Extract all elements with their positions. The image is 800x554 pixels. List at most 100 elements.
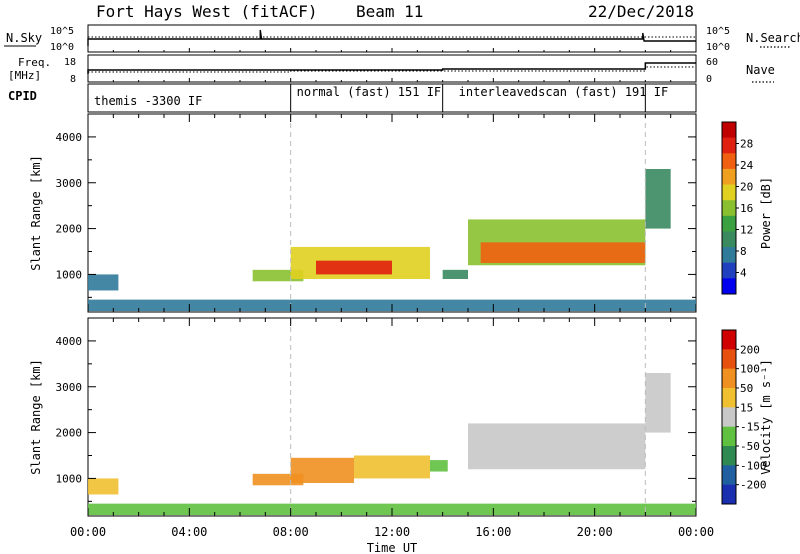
nsky-tick-top: 10^5 bbox=[50, 26, 74, 37]
x-tick-label: 16:00 bbox=[475, 525, 511, 539]
y-tick-label: 2000 bbox=[56, 223, 83, 236]
power-region bbox=[442, 269, 468, 279]
nave-label: Nave bbox=[746, 63, 775, 77]
colorbar-tick-label: 16 bbox=[740, 202, 753, 215]
cpid-segment-label: interleavedscan (fast) 191 IF bbox=[459, 85, 669, 99]
colorbar-tick-label: 24 bbox=[740, 159, 754, 172]
cpid-segment-label: themis -3300 IF bbox=[94, 94, 202, 108]
colorbar-tick-label: 15 bbox=[740, 401, 753, 414]
date-title: 22/Dec/2018 bbox=[588, 2, 694, 21]
nave-trace bbox=[88, 66, 696, 73]
colorbar-cell bbox=[722, 484, 736, 505]
colorbar-tick-label: 28 bbox=[740, 138, 753, 151]
velocity-ylabel: Slant Range [km] bbox=[29, 359, 43, 475]
power-colorbar: 28 24 20 16 12 8 4 bbox=[721, 121, 754, 295]
colorbar-cell bbox=[722, 349, 736, 370]
power-panel-frame bbox=[87, 113, 697, 313]
freq-label: Freq. bbox=[18, 56, 51, 69]
nave-tick-bottom: 0 bbox=[706, 74, 712, 85]
beam-title: Beam 11 bbox=[356, 2, 423, 21]
velocity-region bbox=[252, 473, 304, 486]
power-region bbox=[252, 269, 304, 282]
colorbar-tick-label: 8 bbox=[740, 245, 747, 258]
freq-unit-label: [MHz] bbox=[8, 69, 41, 82]
station-title: Fort Hays West (fitACF) bbox=[96, 2, 318, 21]
power-region bbox=[316, 260, 392, 275]
power-region bbox=[645, 169, 671, 229]
velocity-region bbox=[354, 455, 430, 479]
y-tick-label: 1000 bbox=[56, 472, 83, 485]
x-tick-labels: 00:00 04:00 08:00 12:00 16:00 20:00 00:00 bbox=[70, 525, 714, 539]
colorbar-cell bbox=[722, 200, 736, 217]
colorbar-cell bbox=[722, 368, 736, 389]
xlabel: Time UT bbox=[367, 541, 418, 554]
colorbar-cell bbox=[722, 446, 736, 466]
x-tick-label: 08:00 bbox=[273, 525, 309, 539]
nsky-traces bbox=[87, 29, 697, 52]
y-tick-label: 3000 bbox=[56, 381, 83, 394]
colorbar-tick-label: -200 bbox=[740, 479, 767, 492]
cpid-segment-label: normal (fast) 151 IF bbox=[297, 85, 442, 99]
nsky-label: N.Sky bbox=[6, 31, 42, 45]
y-tick-label: 4000 bbox=[56, 131, 83, 144]
velocity-colorbar-label: Velocity [m s⁻¹] bbox=[759, 359, 773, 475]
velocity-region bbox=[645, 373, 671, 433]
colorbar-cell bbox=[722, 330, 736, 350]
x-tick-label: 00:00 bbox=[678, 525, 714, 539]
colorbar-tick-label: -15 bbox=[740, 421, 760, 434]
nsky-trace bbox=[87, 29, 696, 46]
nave-tick-top: 60 bbox=[706, 57, 718, 68]
x-tick-label: 20:00 bbox=[577, 525, 613, 539]
freq-tick-bottom: 8 bbox=[70, 74, 76, 85]
colorbar-cell bbox=[722, 388, 736, 408]
power-ylabel: Slant Range [km] bbox=[29, 155, 43, 271]
freq-traces bbox=[87, 62, 697, 82]
freq-trace bbox=[87, 62, 696, 74]
y-tick-label: 1000 bbox=[56, 268, 83, 281]
colorbar-tick-label: -100 bbox=[740, 459, 767, 472]
nsky-tick-bottom: 10^0 bbox=[50, 42, 74, 53]
power-axes: 1000 2000 3000 4000 bbox=[56, 113, 697, 312]
colorbar-cell bbox=[722, 426, 736, 447]
colorbar-tick-label: 12 bbox=[740, 224, 753, 237]
velocity-region bbox=[88, 478, 119, 495]
velocity-region bbox=[430, 460, 448, 472]
colorbar-tick-label: 100 bbox=[740, 363, 760, 376]
colorbar-cell bbox=[722, 407, 736, 428]
nsearch-tick-top: 10^5 bbox=[706, 26, 730, 37]
colorbar-cell bbox=[722, 153, 736, 170]
power-region bbox=[88, 274, 119, 291]
y-tick-label: 2000 bbox=[56, 427, 83, 440]
colorbar-cell bbox=[722, 184, 736, 201]
colorbar-frame bbox=[721, 329, 737, 505]
velocity-colorbar: 200 100 50 15 -15 -50 -100 -200 bbox=[721, 329, 767, 505]
velocity-axes: 1000 2000 3000 4000 bbox=[56, 317, 697, 516]
nsearch-tick-bottom: 10^0 bbox=[706, 42, 730, 53]
cpid-segments: themis -3300 IF normal (fast) 151 IF inter… bbox=[94, 84, 668, 112]
colorbar-cell bbox=[722, 122, 736, 139]
colorbar-tick-label: 200 bbox=[740, 343, 760, 356]
colorbar-cell bbox=[722, 262, 736, 279]
x-tick-label: 04:00 bbox=[171, 525, 207, 539]
velocity-region bbox=[290, 457, 354, 483]
colorbar-tick-label: 50 bbox=[740, 382, 753, 395]
colorbar-cell bbox=[722, 137, 736, 154]
colorbar-cell bbox=[722, 465, 736, 486]
power-colorbar-label: Power [dB] bbox=[759, 177, 773, 249]
colorbar-cell bbox=[722, 168, 736, 186]
y-tick-label: 3000 bbox=[56, 177, 83, 190]
x-tick-label: 00:00 bbox=[70, 525, 106, 539]
colorbar-cell bbox=[722, 231, 736, 248]
freq-tick-top: 18 bbox=[64, 57, 76, 68]
colorbar-tick-label: 20 bbox=[740, 181, 753, 194]
colorbar-cell bbox=[722, 278, 736, 295]
cpid-label: CPID bbox=[8, 89, 37, 103]
y-tick-label: 4000 bbox=[56, 335, 83, 348]
velocity-panel-frame bbox=[87, 317, 697, 517]
power-region bbox=[480, 242, 646, 263]
nsearch-label: N.Search bbox=[746, 31, 800, 45]
colorbar-tick-label: -50 bbox=[740, 440, 760, 453]
cpid-panel-frame bbox=[87, 83, 697, 113]
colorbar-tick-label: 4 bbox=[740, 267, 747, 280]
